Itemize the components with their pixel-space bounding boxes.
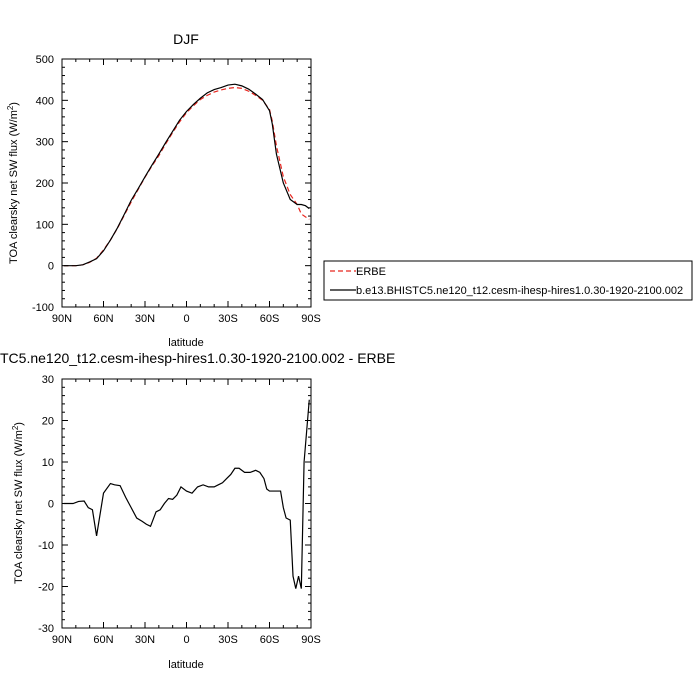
top-panel-y-tick-label: -100 [32, 302, 54, 314]
bottom-panel-y-tick-label: 0 [48, 499, 54, 511]
unit-superscript: 2 [11, 425, 20, 430]
top-panel-x-tick-label: 60N [93, 313, 113, 325]
bottom-panel-x-tick-label: 30N [135, 634, 155, 646]
bottom-panel-x-tick-label: 60N [93, 634, 113, 646]
bottom-panel-title: HISTC5.ne120_t12.cesm-ihesp-hires1.0.30-… [0, 350, 395, 366]
top-panel-x-tick-label: 90N [52, 313, 72, 325]
top-panel-y-tick-label: 200 [36, 178, 54, 190]
legend-label-erbe: ERBE [356, 266, 386, 278]
top-panel-y-axis-label: TOA clearsky net SW flux (W/m2) [6, 102, 20, 264]
unit-close: ) [8, 102, 20, 106]
top-panel-series-1-line [63, 83, 310, 267]
unit-superscript: 2 [6, 105, 15, 110]
bottom-panel-x-tick-label: 0 [183, 634, 189, 646]
bottom-panel-y-tick-label: -20 [38, 582, 54, 594]
bottom-panel-x-tick-label: 90N [52, 634, 72, 646]
top-panel-x-tick-label: 90S [301, 313, 321, 325]
top-panel-x-axis-label: latitude [168, 337, 203, 349]
bottom-panel-series-0-line [63, 399, 310, 589]
top-panel-y-tick-label: 300 [36, 137, 54, 149]
top-panel-x-tick-label: 0 [183, 313, 189, 325]
bottom-panel-x-tick-label: 60S [260, 634, 280, 646]
top-panel-title: DJF [173, 31, 199, 47]
legend-label-model: b.e13.BHISTC5.ne120_t12.cesm-ihesp-hires… [356, 285, 683, 297]
bottom-panel: HISTC5.ne120_t12.cesm-ihesp-hires1.0.30-… [0, 350, 395, 671]
bottom-panel-y-axis-label: TOA clearsky net SW flux (W/m2) [11, 422, 25, 584]
bottom-panel-x-tick-label: 90S [301, 634, 321, 646]
top-panel-y-tick-label: 500 [36, 54, 54, 66]
legend-box [323, 260, 693, 301]
bottom-panel-y-tick-label: -10 [38, 540, 54, 552]
bottom-panel-y-tick-label: -30 [38, 623, 54, 635]
unit-close: ) [13, 422, 25, 426]
top-panel-x-tick-label: 30N [135, 313, 155, 325]
top-panel: DJF 90N 60N 30N 0 30S 60S 90S -100 0 100 200 300 400… [6, 31, 321, 349]
legend: ERBE b.e13.BHISTC5.ne120_t12.cesm-ihesp-… [323, 260, 693, 301]
top-panel-y-tick-label: 0 [48, 261, 54, 273]
bottom-panel-x-tick-label: 30S [218, 634, 238, 646]
bottom-panel-x-axis-label: latitude [168, 659, 203, 671]
top-panel-plot: 90N 60N 30N 0 30S 60S 90S -100 0 100 200 300 400 500 [32, 54, 321, 325]
bottom-panel-plot: 90N 60N 30N 0 30S 60S 90S -30 -20 -10 0 10 20 30 [38, 374, 321, 646]
top-panel-y-tick-label: 400 [36, 95, 54, 107]
top-panel-x-tick-label: 60S [260, 313, 280, 325]
bottom-panel-y-tick-label: 10 [42, 457, 54, 469]
bottom-panel-y-tick-label: 30 [42, 374, 54, 386]
bottom-panel-y-tick-label: 20 [42, 416, 54, 428]
top-panel-x-tick-label: 30S [218, 313, 238, 325]
top-panel-y-tick-label: 100 [36, 219, 54, 231]
